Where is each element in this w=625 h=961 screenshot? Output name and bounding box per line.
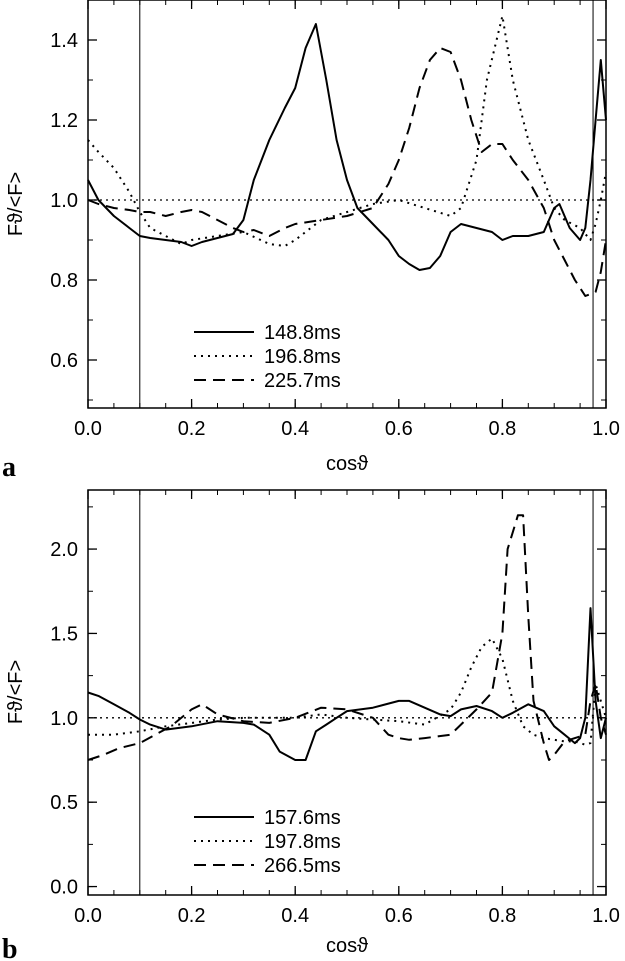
y-tick-label: 1.0	[50, 190, 78, 212]
panel-label-a: a	[2, 452, 16, 483]
y-tick-label: 1.2	[50, 110, 78, 132]
x-axis-label-b: cosϑ	[326, 935, 368, 957]
chart-marks-b: 0.0 0.2 0.4 0.6 0.8 1.0 0.0 0.5 1.0 1.5 2.0 157.6ms…	[50, 490, 620, 927]
series-line-225.7ms	[87, 47, 607, 297]
y-tick-label: 0.0	[50, 877, 78, 899]
legend-label: 148.8ms	[264, 322, 341, 344]
legend-label: 197.8ms	[264, 831, 341, 853]
panel-a: 0.0 0.2 0.4 0.6 0.8 1.0 0.6 0.8 1.0 1.2 1.4 148.8ms…	[2, 0, 620, 483]
x-tick-label: 0.8	[488, 418, 516, 440]
panel-b: 0.0 0.2 0.4 0.6 0.8 1.0 0.0 0.5 1.0 1.5 2.0 157.6ms…	[2, 489, 620, 961]
legend-label: 157.6ms	[264, 807, 341, 829]
x-tick-label: 1.0	[592, 905, 620, 927]
series-line-266.5ms	[87, 514, 607, 761]
panel-label-b: b	[2, 934, 18, 961]
y-tick-label: 1.4	[50, 30, 78, 52]
y-tick-label: 0.8	[50, 270, 78, 292]
series-line-196.8ms	[87, 15, 607, 247]
series-line-148.8ms	[87, 23, 607, 271]
x-axis-label-a: cosϑ	[326, 453, 368, 475]
series-line-157.6ms	[87, 607, 607, 761]
series-line-197.8ms	[88, 637, 607, 746]
x-tick-label: 0.2	[178, 905, 206, 927]
plot-frame-a	[87, 0, 607, 409]
legend-label: 266.5ms	[264, 855, 341, 877]
chart-marks-a: 0.0 0.2 0.4 0.6 0.8 1.0 0.6 0.8 1.0 1.2 1.4 148.8ms…	[50, 0, 620, 440]
y-axis-label-a: Fϑ/<F>	[5, 172, 27, 236]
x-tick-label: 0.4	[281, 418, 309, 440]
x-tick-label: 0.4	[281, 905, 309, 927]
legend-label: 225.7ms	[264, 370, 341, 392]
x-tick-label: 0.6	[385, 418, 413, 440]
x-tick-label: 0.0	[74, 905, 102, 927]
y-tick-label: 1.0	[50, 708, 78, 730]
x-tick-label: 0.6	[385, 905, 413, 927]
y-tick-label: 2.0	[50, 539, 78, 561]
x-tick-label: 1.0	[592, 418, 620, 440]
x-tick-label: 0.8	[488, 905, 516, 927]
plot-frame-b	[87, 489, 607, 896]
y-tick-label: 1.5	[50, 623, 78, 645]
y-axis-label-b: Fϑ/<F>	[5, 660, 27, 724]
y-tick-label: 0.5	[50, 792, 78, 814]
legend-label: 196.8ms	[264, 346, 341, 368]
y-tick-label: 0.6	[50, 350, 78, 372]
x-tick-label: 0.2	[178, 418, 206, 440]
x-tick-label: 0.0	[74, 418, 102, 440]
